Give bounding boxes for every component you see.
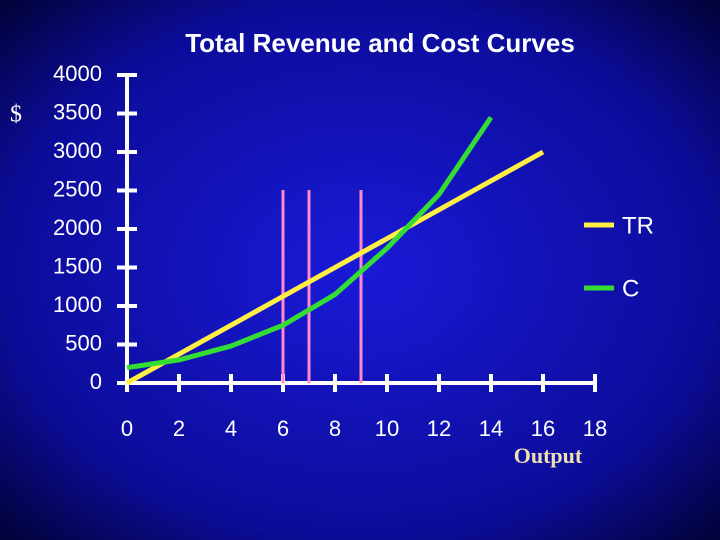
series-line bbox=[125, 149, 545, 386]
x-tick-label: 12 bbox=[427, 416, 451, 441]
y-axis-label: $ bbox=[10, 102, 22, 128]
y-tick-label: 4000 bbox=[53, 61, 102, 86]
x-tick-label: 18 bbox=[583, 416, 607, 441]
y-tick-label: 0 bbox=[90, 369, 102, 394]
chart-title: Total Revenue and Cost Curves bbox=[185, 28, 575, 58]
x-tick-label: 6 bbox=[277, 416, 289, 441]
x-tick-label: 14 bbox=[479, 416, 503, 441]
x-axis-label: Output bbox=[514, 443, 583, 468]
x-tick-label: 4 bbox=[225, 416, 237, 441]
y-tick-label: 1500 bbox=[53, 253, 102, 278]
y-tick-label: 1000 bbox=[53, 292, 102, 317]
x-tick-label: 8 bbox=[329, 416, 341, 441]
y-tick-label: 3000 bbox=[53, 138, 102, 163]
x-tick-label: 0 bbox=[121, 416, 133, 441]
y-tick-label: 3500 bbox=[53, 99, 102, 124]
x-tick-label: 16 bbox=[531, 416, 555, 441]
legend-label: C bbox=[622, 275, 639, 302]
y-tick-label: 500 bbox=[65, 330, 102, 355]
series-line bbox=[126, 115, 494, 371]
y-tick-label: 2500 bbox=[53, 176, 102, 201]
legend-label: TR bbox=[622, 212, 654, 239]
y-tick-label: 2000 bbox=[53, 215, 102, 240]
x-tick-label: 2 bbox=[173, 416, 185, 441]
x-tick-label: 10 bbox=[375, 416, 399, 441]
